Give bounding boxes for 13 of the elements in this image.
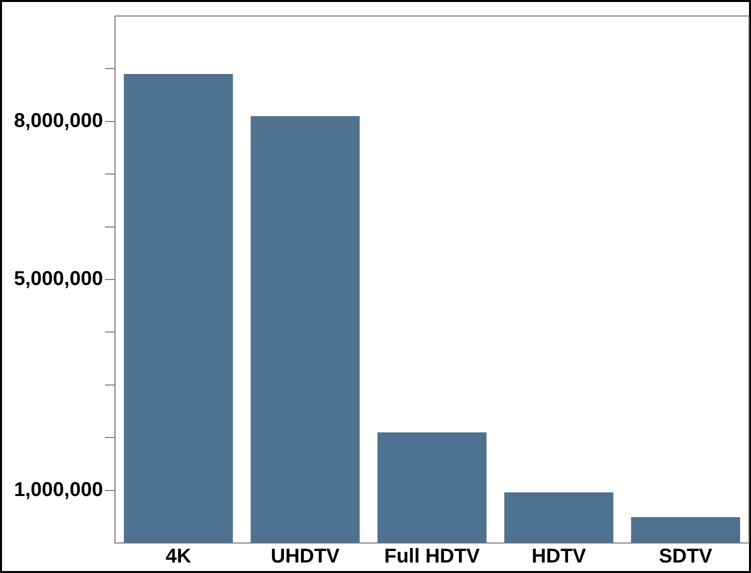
y-tick-label: 5,000,000 [14, 268, 103, 290]
x-tick-label: HDTV [532, 546, 587, 568]
bar [504, 492, 614, 543]
y-tick-label: 1,000,000 [14, 478, 103, 501]
bar [377, 432, 487, 543]
bar [631, 517, 740, 543]
x-tick-label: SDTV [658, 546, 713, 568]
y-tick-label: 8,000,000 [14, 110, 103, 132]
x-tick-label: UHDTV [270, 546, 340, 568]
x-tick-label: 4K [166, 546, 192, 568]
x-tick-label: Full HDTV [384, 546, 480, 568]
bar [250, 116, 360, 543]
bar [124, 74, 233, 543]
